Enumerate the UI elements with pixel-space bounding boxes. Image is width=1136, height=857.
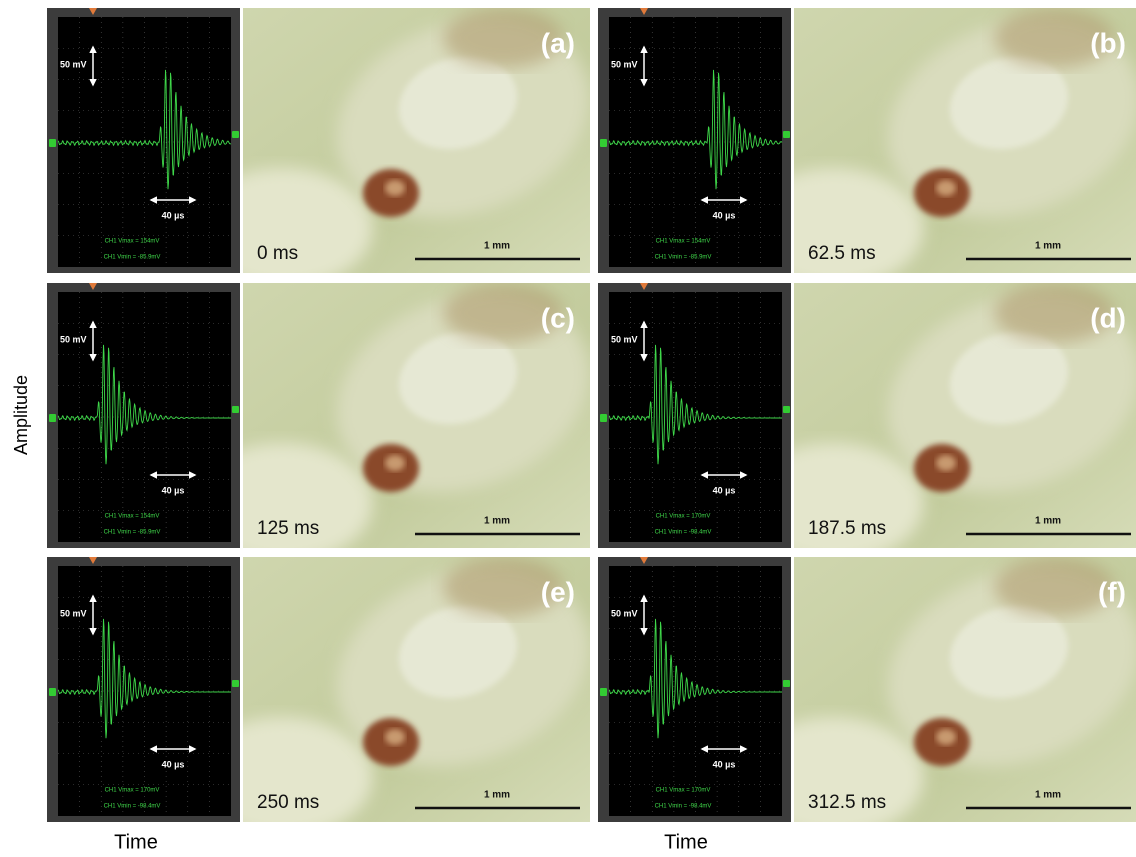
- micrograph-content: (d) 187.5 ms 1 mm: [744, 259, 1136, 563]
- amplitude-scale: 50 mV: [611, 59, 638, 69]
- oscilloscope: 50 mV 40 µs CH1 Vmax = 154mV CH1 Vmin = -85…: [47, 283, 240, 548]
- length-scale: 1 mm: [1035, 241, 1061, 252]
- x-axis-label: Time: [114, 831, 158, 853]
- oscilloscope: 50 mV 40 µs CH1 Vmax = 154mV CH1 Vmin = -85…: [598, 8, 791, 273]
- oscilloscope: 50 mV 40 µs CH1 Vmax = 170mV CH1 Vmin = -98…: [598, 557, 791, 822]
- vmax-readout: CH1 Vmax = 170mV: [656, 788, 711, 794]
- dark-region: [994, 557, 1114, 617]
- vmax-readout: CH1 Vmax = 170mV: [656, 514, 711, 520]
- oscilloscope: 50 mV 40 µs CH1 Vmax = 170mV CH1 Vmin = -98…: [47, 557, 240, 822]
- oscilloscope: 50 mV 40 µs CH1 Vmax = 170mV CH1 Vmin = -98…: [598, 283, 791, 548]
- head-highlight: [385, 729, 405, 745]
- amplitude-scale: 50 mV: [611, 334, 638, 344]
- x-axis-label: Time: [664, 831, 708, 853]
- frame-time: 250 ms: [257, 792, 319, 813]
- micrograph-content: (e) 250 ms 1 mm: [193, 533, 618, 837]
- vmin-readout: CH1 Vmin = -85.9mV: [655, 255, 712, 261]
- micrograph: (a) 0 ms 1 mm: [193, 0, 618, 288]
- head-highlight: [936, 455, 956, 471]
- amplitude-scale: 50 mV: [60, 59, 87, 69]
- panel: 50 mV 40 µs CH1 Vmax = 170mV CH1 Vmin = -98…: [47, 533, 618, 837]
- panel: 50 mV 40 µs CH1 Vmax = 170mV CH1 Vmin = -98…: [598, 533, 1136, 837]
- vmin-readout: CH1 Vmin = -98.4mV: [655, 530, 712, 536]
- level-marker: [783, 406, 790, 413]
- time-scale: 40 µs: [713, 485, 736, 495]
- panel-label: (b): [1090, 27, 1126, 58]
- frame-time: 312.5 ms: [808, 792, 886, 813]
- length-scale: 1 mm: [484, 790, 510, 801]
- oscilloscope: 50 mV 40 µs CH1 Vmax = 154mV CH1 Vmin = -85…: [47, 8, 240, 273]
- panel: 50 mV 40 µs CH1 Vmax = 154mV CH1 Vmin = -85…: [47, 0, 618, 288]
- time-scale: 40 µs: [713, 210, 736, 220]
- level-marker: [232, 680, 239, 687]
- channel-marker: [600, 139, 607, 147]
- frame-time: 62.5 ms: [808, 243, 876, 264]
- vmin-readout: CH1 Vmin = -85.9mV: [104, 530, 161, 536]
- vmin-readout: CH1 Vmin = -85.9mV: [104, 255, 161, 261]
- panel: 50 mV 40 µs CH1 Vmax = 154mV CH1 Vmin = -85…: [47, 259, 618, 563]
- y-axis-label: Amplitude: [11, 375, 31, 455]
- level-marker: [232, 406, 239, 413]
- frame-time: 125 ms: [257, 518, 319, 539]
- amplitude-scale: 50 mV: [60, 334, 87, 344]
- head-highlight: [936, 180, 956, 196]
- time-scale: 40 µs: [162, 759, 185, 769]
- micrograph: (d) 187.5 ms 1 mm: [744, 259, 1136, 563]
- panel-label: (a): [541, 27, 575, 58]
- time-scale: 40 µs: [162, 485, 185, 495]
- panel-label: (c): [541, 302, 575, 333]
- vmax-readout: CH1 Vmax = 154mV: [656, 239, 711, 245]
- amplitude-scale: 50 mV: [611, 608, 638, 618]
- panel: 50 mV 40 µs CH1 Vmax = 170mV CH1 Vmin = -98…: [598, 259, 1136, 563]
- amplitude-scale: 50 mV: [60, 608, 87, 618]
- vmax-readout: CH1 Vmax = 170mV: [105, 788, 160, 794]
- level-marker: [783, 131, 790, 138]
- head-highlight: [385, 455, 405, 471]
- channel-marker: [600, 414, 607, 422]
- micrograph: (e) 250 ms 1 mm: [193, 533, 618, 837]
- micrograph-content: (f) 312.5 ms 1 mm: [744, 533, 1136, 837]
- micrograph: (b) 62.5 ms 1 mm: [744, 0, 1136, 288]
- length-scale: 1 mm: [484, 241, 510, 252]
- channel-marker: [49, 139, 56, 147]
- micrograph-content: (b) 62.5 ms 1 mm: [744, 0, 1136, 288]
- level-marker: [783, 680, 790, 687]
- micrograph-content: (c) 125 ms 1 mm: [193, 259, 618, 563]
- time-scale: 40 µs: [162, 210, 185, 220]
- length-scale: 1 mm: [1035, 516, 1061, 527]
- length-scale: 1 mm: [484, 516, 510, 527]
- level-marker: [232, 131, 239, 138]
- micrograph-content: (a) 0 ms 1 mm: [193, 0, 618, 288]
- channel-marker: [600, 688, 607, 696]
- head-highlight: [936, 729, 956, 745]
- vmax-readout: CH1 Vmax = 154mV: [105, 514, 160, 520]
- head-highlight: [385, 180, 405, 196]
- micrograph: (c) 125 ms 1 mm: [193, 259, 618, 563]
- frame-time: 187.5 ms: [808, 518, 886, 539]
- length-scale: 1 mm: [1035, 790, 1061, 801]
- vmin-readout: CH1 Vmin = -98.4mV: [655, 804, 712, 810]
- channel-marker: [49, 414, 56, 422]
- time-scale: 40 µs: [713, 759, 736, 769]
- vmin-readout: CH1 Vmin = -98.4mV: [104, 804, 161, 810]
- panel-label: (e): [541, 576, 575, 607]
- frame-time: 0 ms: [257, 243, 298, 264]
- micrograph: (f) 312.5 ms 1 mm: [744, 533, 1136, 837]
- figure: Amplitude Time Time 50 mV 40 µs CH1 Vmax =…: [0, 0, 1136, 857]
- channel-marker: [49, 688, 56, 696]
- panel-label: (f): [1098, 576, 1126, 607]
- panel-label: (d): [1090, 302, 1126, 333]
- vmax-readout: CH1 Vmax = 154mV: [105, 239, 160, 245]
- panel: 50 mV 40 µs CH1 Vmax = 154mV CH1 Vmin = -85…: [598, 0, 1136, 288]
